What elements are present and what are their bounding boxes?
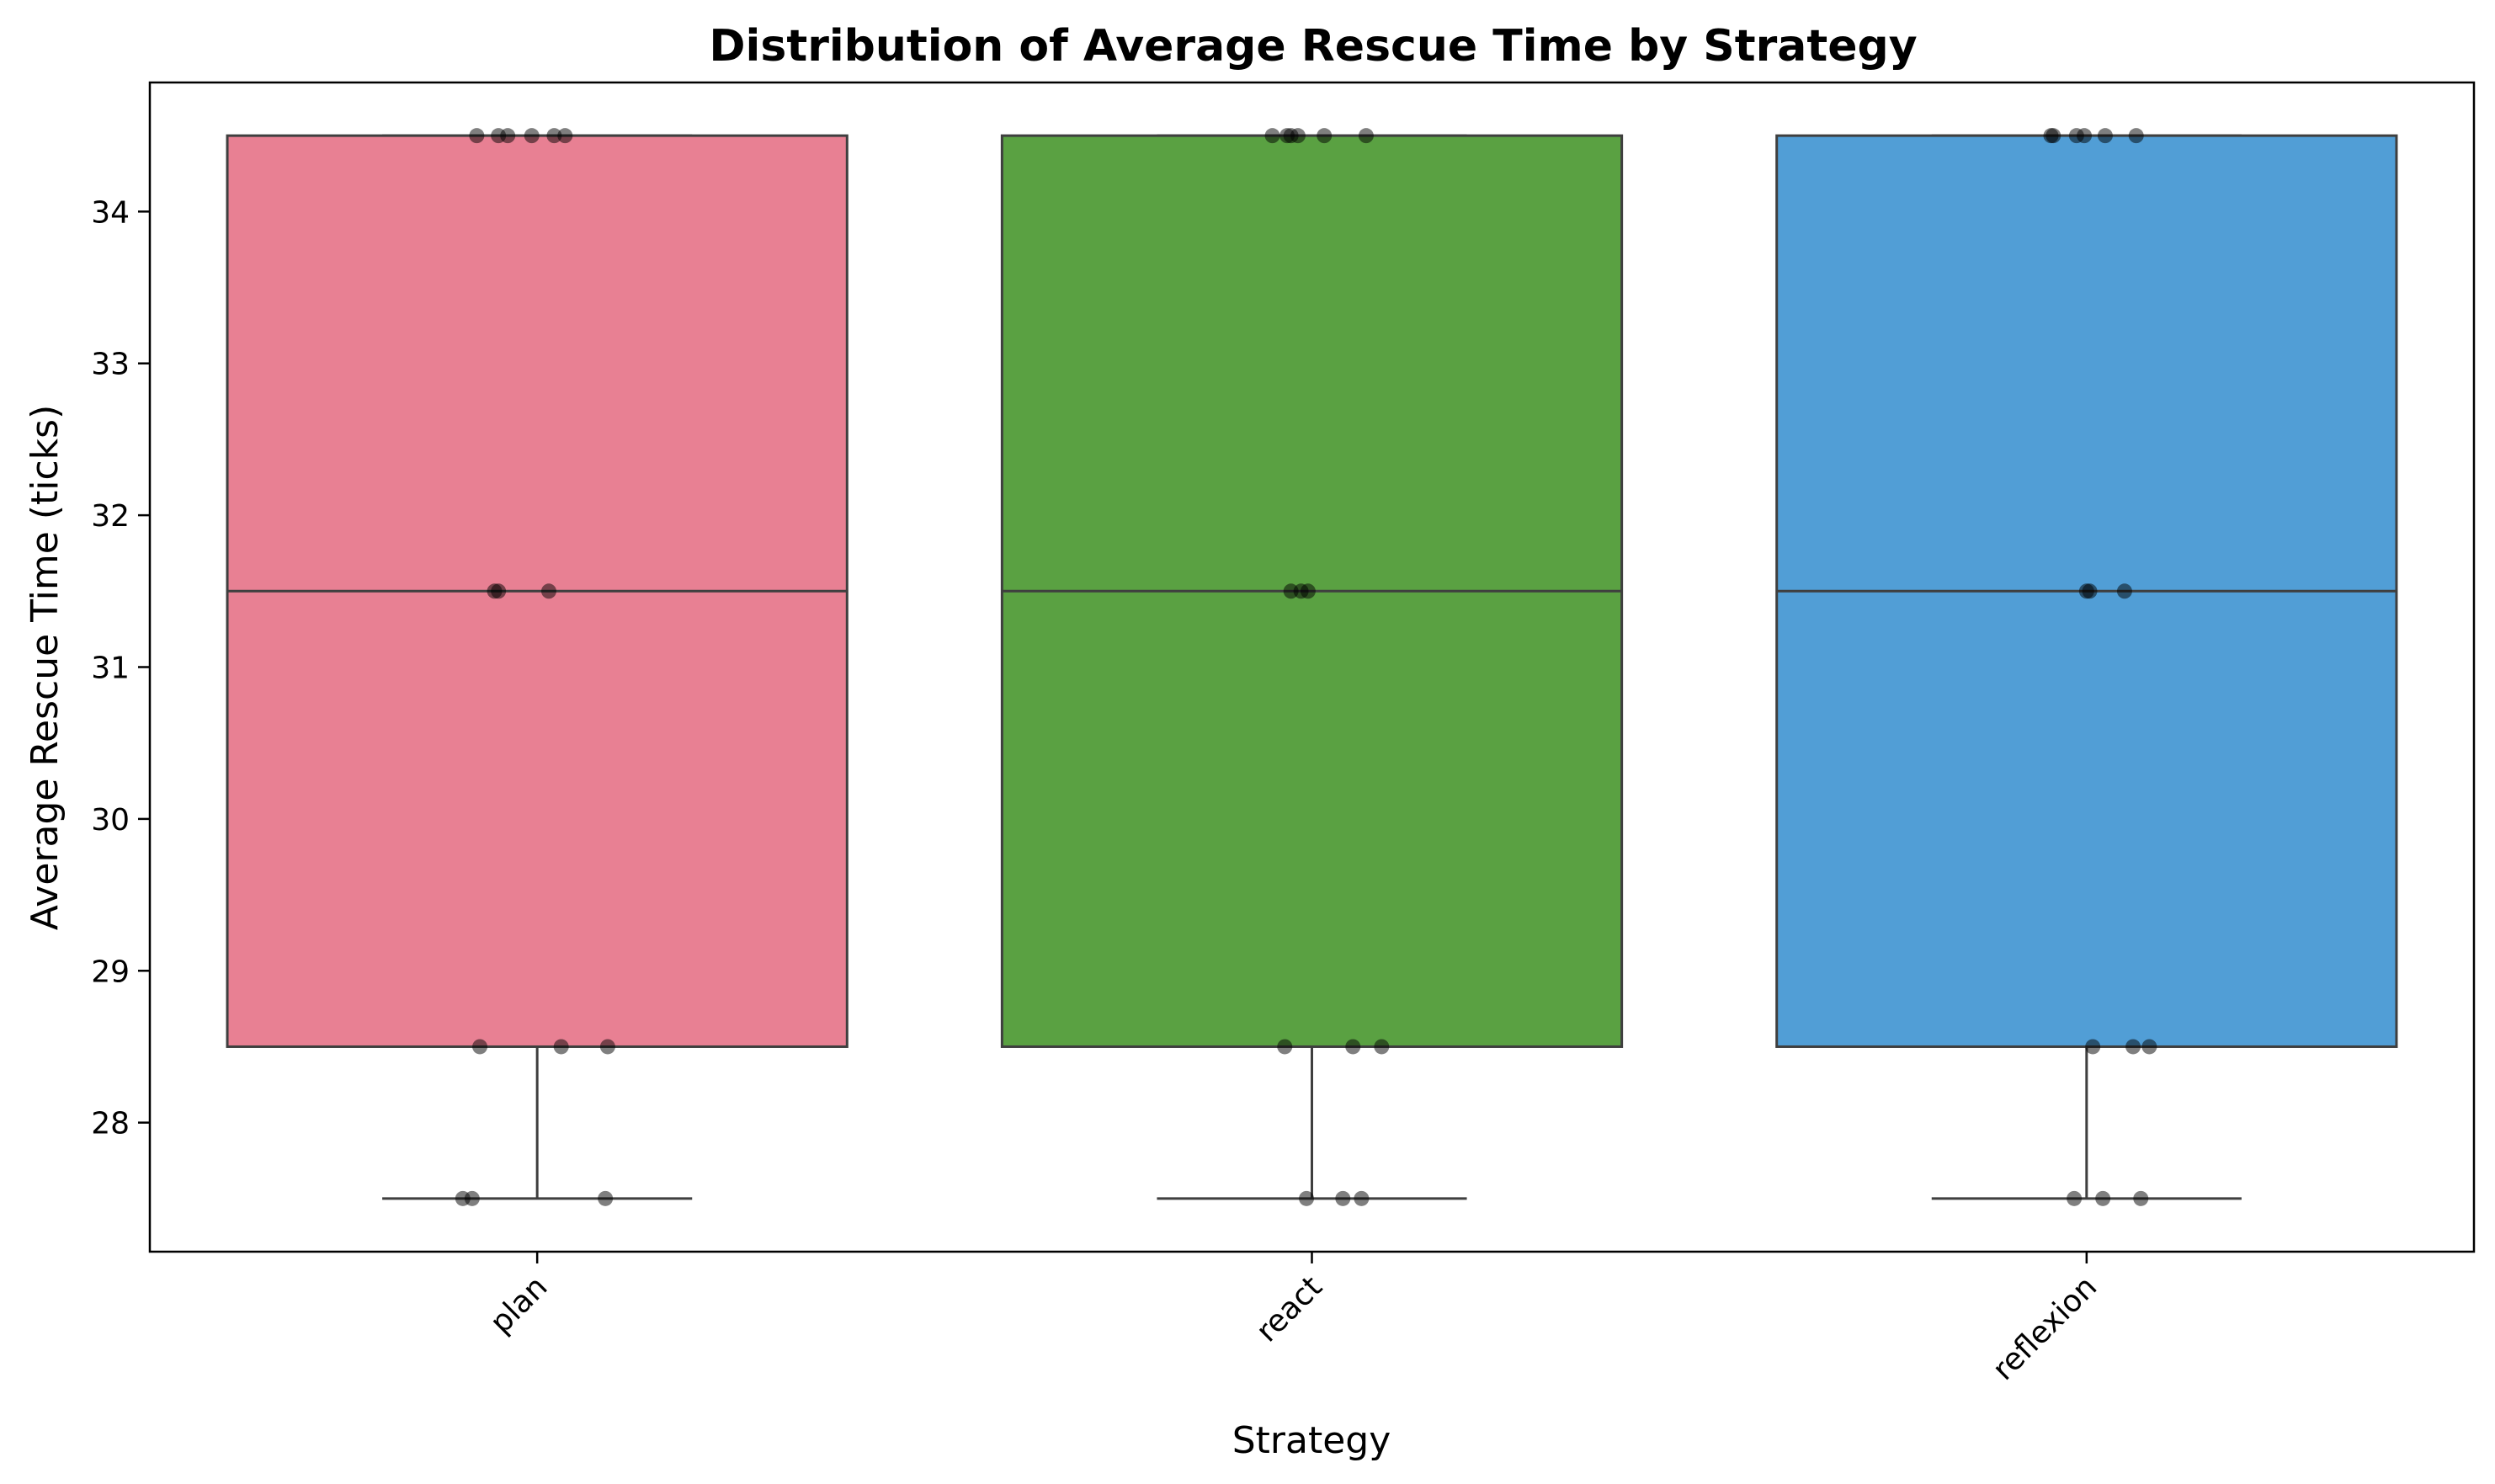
y-tick-label: 33	[91, 348, 130, 382]
data-point	[500, 128, 516, 144]
y-tick-label: 30	[91, 803, 130, 838]
data-point	[2095, 1190, 2111, 1206]
data-point	[2133, 1190, 2149, 1206]
box-group-reflexion	[1775, 134, 2398, 1200]
y-tick-label: 31	[91, 652, 130, 686]
chart-title: Distribution of Average Rescue Time by S…	[709, 21, 1917, 72]
points-react	[1264, 128, 1390, 1206]
y-axis: 28 29 30 31 32 33 34	[91, 195, 150, 1141]
data-point	[1335, 1190, 1351, 1206]
x-axis-label: Strategy	[1232, 1419, 1391, 1462]
data-point	[2128, 128, 2144, 144]
data-point	[546, 128, 562, 144]
points-plan	[455, 128, 615, 1206]
y-axis-label: Average Rescue Time (ticks)	[24, 405, 66, 930]
data-point	[2085, 1039, 2101, 1055]
data-point	[598, 1190, 614, 1206]
data-point	[2097, 128, 2113, 144]
data-point	[2067, 1190, 2083, 1206]
data-point	[2077, 128, 2093, 144]
data-point	[557, 128, 573, 144]
data-point	[2125, 1039, 2141, 1055]
box-group-plan	[226, 134, 849, 1200]
data-point	[1354, 1190, 1370, 1206]
data-point	[2045, 128, 2061, 144]
data-point	[553, 1039, 569, 1055]
data-point	[2141, 1039, 2157, 1055]
data-point	[1374, 1039, 1390, 1055]
points-reflexion	[2043, 128, 2157, 1206]
data-point	[2116, 583, 2132, 599]
data-point	[469, 128, 485, 144]
data-point	[491, 583, 507, 599]
data-point	[1299, 1190, 1315, 1206]
y-tick-label: 32	[91, 499, 130, 534]
data-point	[599, 1039, 615, 1055]
y-tick-label: 28	[91, 1107, 130, 1141]
data-point	[1300, 583, 1316, 599]
data-point	[1277, 1039, 1293, 1055]
data-point	[524, 128, 540, 144]
data-point	[1264, 128, 1280, 144]
data-point	[1317, 128, 1333, 144]
data-point	[1345, 1039, 1361, 1055]
data-point	[1358, 128, 1374, 144]
data-point	[1290, 128, 1306, 144]
plot-area	[226, 128, 2398, 1206]
box-group-react	[1000, 134, 1624, 1200]
data-point	[2082, 583, 2098, 599]
data-point	[464, 1190, 480, 1206]
y-tick-label: 34	[91, 195, 130, 230]
y-tick-label: 29	[91, 955, 130, 989]
data-point	[540, 583, 556, 599]
data-point	[472, 1039, 488, 1055]
